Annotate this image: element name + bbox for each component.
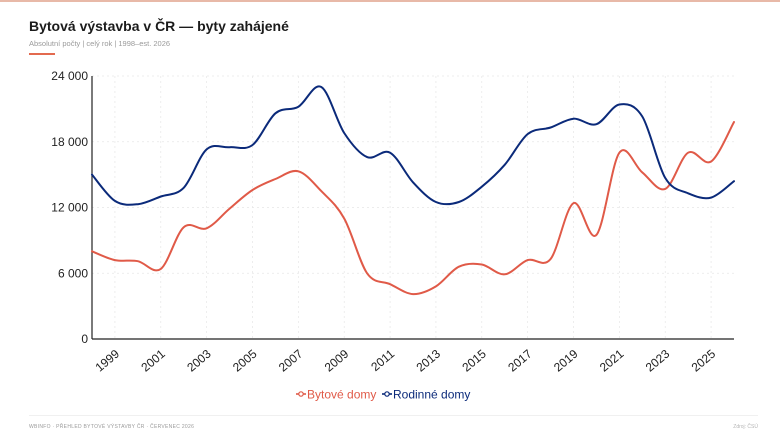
legend-marker <box>298 391 304 397</box>
footer-source-line: WBINFO · PŘEHLED BYTOVÉ VÝSTAVBY ČR · ČE… <box>29 424 195 430</box>
x-tick-label: 2003 <box>184 346 214 374</box>
x-tick-label: 1999 <box>93 346 123 374</box>
series-line-rodinne-domy <box>91 85 735 206</box>
x-tick-label: 2021 <box>597 346 627 374</box>
footer-source: Zdroj: ČSÚ <box>733 424 758 430</box>
series-lines <box>91 85 735 296</box>
y-tick-label: 12 000 <box>51 201 88 215</box>
x-tick-labels: 1999 2001 2003 2005 2007 2009 2011 2013 2015 2017… <box>93 346 719 374</box>
y-tick-label: 6 000 <box>58 266 88 280</box>
x-tick-label: 2005 <box>230 346 260 374</box>
chart-title: Bytová výstavba v ČR — byty zahájené <box>29 18 289 34</box>
legend: Bytové domy Rodinné domy <box>296 388 470 402</box>
legend-marker <box>384 391 390 397</box>
legend-item-bytove-domy: Bytové domy <box>296 388 376 402</box>
x-tick-label: 2025 <box>689 346 719 374</box>
x-tick-label: 2017 <box>505 346 535 374</box>
axes <box>91 76 734 340</box>
y-tick-label: 0 <box>81 332 88 346</box>
y-tick-label: 24 000 <box>51 69 88 83</box>
footer-rule <box>29 415 758 416</box>
x-tick-label: 2011 <box>368 346 397 374</box>
y-tick-labels: 0 6 000 12 000 18 000 24 000 <box>51 69 88 346</box>
chart-subtitle: Absolutní počty | celý rok | 1998–est. 2… <box>29 39 171 48</box>
x-tick-label: 2019 <box>551 346 581 374</box>
x-tick-label: 2013 <box>414 346 444 374</box>
x-tick-label: 2015 <box>459 346 489 374</box>
x-tick-label: 2023 <box>643 346 673 374</box>
title-accent-bar <box>29 53 55 55</box>
top-rule <box>0 0 780 2</box>
legend-label: Rodinné domy <box>393 388 470 402</box>
legend-label: Bytové domy <box>307 388 376 402</box>
x-tick-label: 2009 <box>322 346 352 374</box>
grid-lines <box>92 75 734 339</box>
x-tick-label: 2007 <box>276 346 306 374</box>
y-tick-label: 18 000 <box>51 135 88 149</box>
x-tick-label: 2001 <box>138 346 168 374</box>
legend-item-rodinne-domy: Rodinné domy <box>382 388 470 402</box>
series-line-bytove-domy <box>91 121 735 296</box>
